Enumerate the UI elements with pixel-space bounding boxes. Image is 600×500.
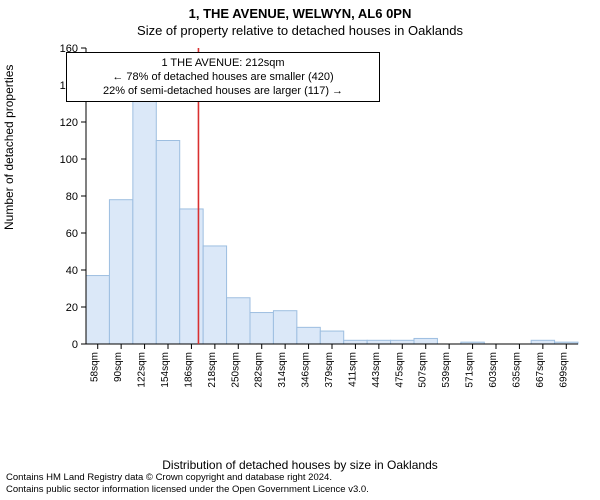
y-tick-label: 20 (66, 302, 78, 314)
x-tick-label: 346sqm (301, 352, 312, 388)
histogram-bar (133, 89, 156, 344)
annotation-box: 1 THE AVENUE: 212sqm ← 78% of detached h… (66, 52, 380, 102)
x-tick-label: 635sqm (511, 352, 522, 388)
histogram-bar (86, 276, 109, 344)
histogram-bar (367, 340, 390, 344)
histogram-bar (250, 313, 273, 344)
x-tick-label: 507sqm (418, 352, 429, 388)
x-tick-label: 154sqm (160, 352, 171, 388)
x-tick-label: 58sqm (90, 352, 101, 382)
x-tick-label: 314sqm (277, 352, 288, 388)
chart-title-address: 1, THE AVENUE, WELWYN, AL6 0PN (0, 0, 600, 21)
y-tick-label: 100 (60, 154, 78, 166)
annotation-line-3: 22% of semi-detached houses are larger (… (73, 84, 373, 98)
histogram-bar (227, 298, 250, 344)
histogram-bar (320, 331, 343, 344)
x-tick-label: 186sqm (183, 352, 194, 388)
x-tick-label: 443sqm (371, 352, 382, 388)
y-tick-label: 120 (60, 117, 78, 129)
chart-subtitle: Size of property relative to detached ho… (0, 21, 600, 38)
histogram-bar (203, 246, 226, 344)
x-tick-label: 699sqm (558, 352, 569, 388)
x-tick-label: 122sqm (137, 352, 148, 388)
histogram-bar (414, 338, 437, 344)
plot-area: 02040608010012014016058sqm90sqm122sqm154… (52, 44, 582, 404)
histogram-bar (297, 327, 320, 344)
x-tick-label: 282sqm (254, 352, 265, 388)
x-tick-label: 539sqm (441, 352, 452, 388)
x-tick-label: 379sqm (324, 352, 335, 388)
x-tick-label: 411sqm (347, 352, 358, 387)
histogram-bar (391, 340, 414, 344)
y-tick-label: 40 (66, 265, 78, 277)
footer-line-1: Contains HM Land Registry data © Crown c… (6, 472, 594, 484)
histogram-bar (273, 311, 296, 344)
annotation-line-2: ← 78% of detached houses are smaller (42… (73, 70, 373, 84)
y-tick-label: 0 (72, 339, 78, 351)
y-axis-label: Number of detached properties (2, 65, 16, 230)
x-tick-label: 218sqm (207, 352, 218, 388)
histogram-bar (531, 340, 554, 344)
y-tick-label: 60 (66, 228, 78, 240)
x-tick-label: 603sqm (488, 352, 499, 388)
histogram-bar (344, 340, 367, 344)
chart-container: 1, THE AVENUE, WELWYN, AL6 0PN Size of p… (0, 0, 600, 500)
x-tick-label: 90sqm (113, 352, 124, 382)
histogram-bar (156, 141, 179, 345)
x-tick-label: 571sqm (465, 352, 476, 388)
y-tick-label: 80 (66, 191, 78, 203)
footer-attribution: Contains HM Land Registry data © Crown c… (0, 470, 600, 500)
annotation-line-1: 1 THE AVENUE: 212sqm (73, 56, 373, 70)
x-tick-label: 475sqm (394, 352, 405, 388)
x-tick-label: 667sqm (535, 352, 546, 388)
footer-line-2: Contains public sector information licen… (6, 484, 594, 496)
histogram-bar (109, 200, 132, 344)
x-tick-label: 250sqm (230, 352, 241, 388)
histogram-bar (180, 209, 203, 344)
